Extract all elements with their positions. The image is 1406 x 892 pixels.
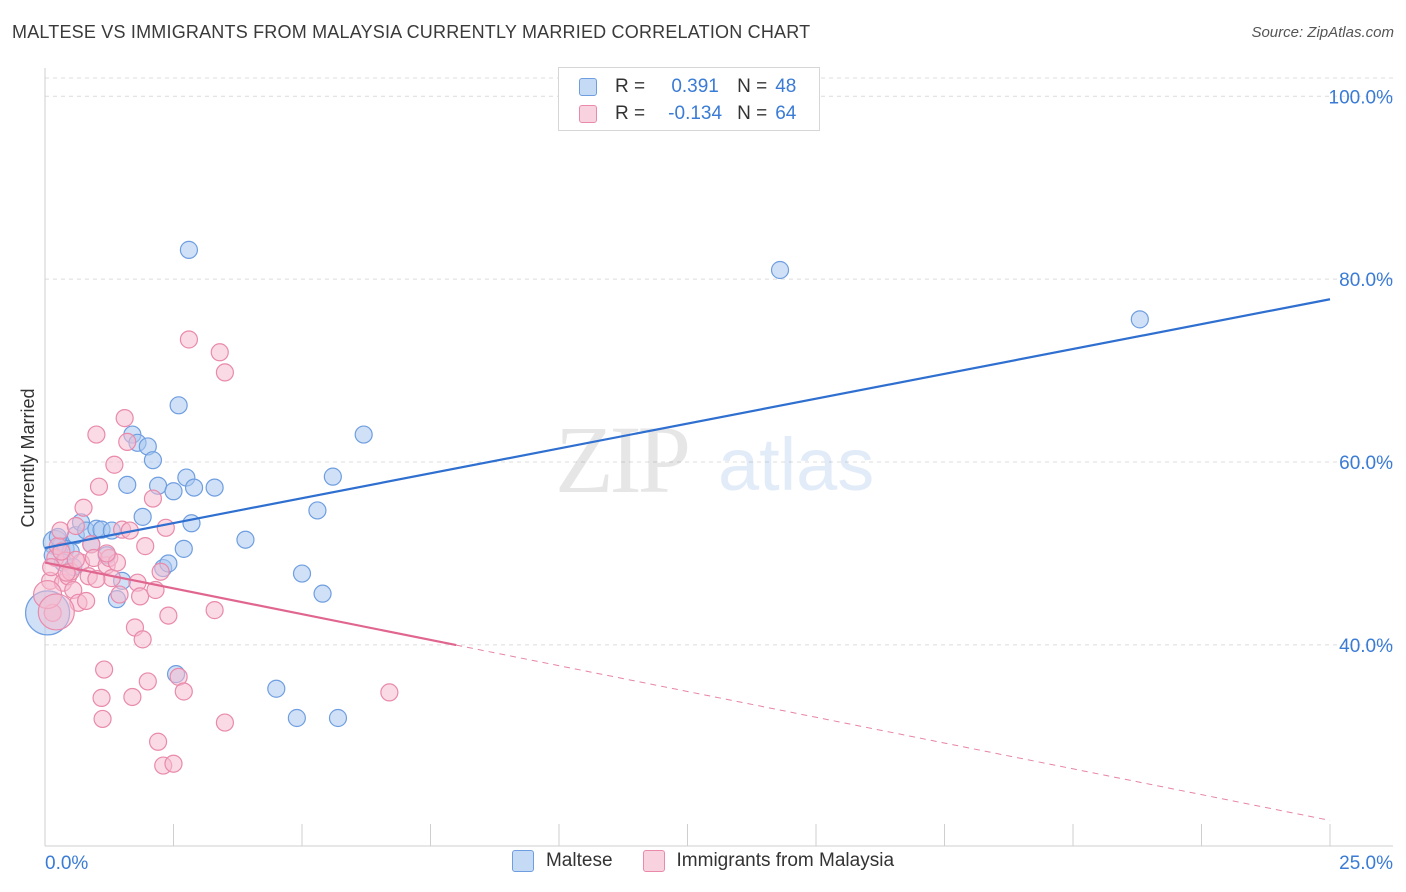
tick-labels: 40.0% 60.0% 80.0% 100.0% 0.0% 25.0%: [45, 87, 1393, 874]
y-axis-label: Currently Married: [18, 388, 38, 527]
legend-swatch-maltese: [511, 850, 534, 872]
malaysia-point: [95, 660, 114, 679]
malaysia-point: [66, 550, 85, 569]
y-tick-label: 40.0%: [1339, 636, 1393, 657]
source-label: Source: ZipAtlas.com: [1251, 24, 1394, 41]
maltese-point: [164, 482, 183, 501]
malaysia-point: [92, 688, 111, 707]
legend-r-label: R =: [615, 103, 646, 124]
legend-row-malaysia: R = -0.134 N = 64: [579, 101, 796, 127]
maltese-point: [184, 478, 204, 497]
legend-swatch-malaysia: [579, 105, 597, 123]
maltese-point: [236, 530, 255, 549]
maltese-point: [313, 584, 332, 603]
malaysia-point: [380, 683, 399, 702]
malaysia-point: [215, 713, 234, 732]
malaysia-point: [138, 672, 157, 691]
maltese-point: [292, 564, 312, 583]
malaysia-point: [89, 477, 109, 496]
legend-n-value: 48: [775, 76, 797, 97]
maltese-point: [1130, 310, 1149, 329]
malaysia-point: [156, 518, 175, 537]
malaysia-point: [110, 585, 129, 604]
malaysia-point: [143, 489, 163, 508]
maltese-point: [328, 708, 348, 728]
malaysia-point: [148, 732, 168, 751]
axes: [44, 68, 1393, 847]
malaysia-point: [151, 562, 170, 581]
malaysia-trend-line-extension: [456, 644, 1331, 821]
correlation-legend: R = 0.391 N = 48 R = -0.134 N = 64: [558, 67, 820, 131]
legend-label-malaysia: Immigrants from Malaysia: [676, 850, 895, 871]
malaysia-point: [93, 709, 112, 729]
malaysia-point: [115, 409, 134, 428]
y-tick-label: 80.0%: [1339, 270, 1393, 291]
legend-item-malaysia[interactable]: Immigrants from Malaysia: [642, 850, 895, 872]
legend-r-value: 0.391: [671, 76, 719, 97]
y-tick-label: 100.0%: [1329, 87, 1394, 108]
maltese-point: [169, 396, 188, 415]
watermark-zip: ZIP: [555, 406, 688, 513]
x-tick-label-end: 25.0%: [1339, 853, 1393, 874]
maltese-point: [770, 260, 790, 280]
legend-n-value: 64: [775, 103, 797, 124]
malaysia-point: [123, 687, 142, 707]
malaysia-point: [74, 498, 93, 517]
maltese-point: [267, 679, 286, 698]
malaysia-point: [159, 606, 178, 625]
trend-lines: [44, 298, 1331, 821]
series-legend: Maltese Immigrants from Malaysia: [0, 850, 1406, 872]
watermark: ZIP atlas: [555, 406, 874, 513]
malaysia-point: [87, 425, 106, 444]
legend-swatch-maltese: [579, 78, 597, 96]
malaysia-point: [37, 593, 75, 631]
maltese-point: [133, 507, 152, 526]
legend-n-label: N =: [737, 103, 768, 124]
chart-title: MALTESE VS IMMIGRANTS FROM MALAYSIA CURR…: [12, 22, 811, 42]
maltese-point: [287, 708, 306, 728]
legend-n-label: N =: [737, 76, 768, 97]
malaysia-point: [210, 343, 229, 362]
x-tick-label-start: 0.0%: [45, 853, 88, 874]
malaysia-point: [205, 601, 224, 620]
maltese-point: [323, 467, 342, 486]
maltese-point: [118, 475, 137, 494]
malaysia-point: [215, 363, 234, 382]
legend-swatch-malaysia: [642, 850, 665, 872]
legend-r-value: -0.134: [668, 103, 723, 124]
malaysia-point: [105, 455, 124, 474]
maltese-point: [174, 539, 193, 558]
malaysia-point: [133, 630, 152, 649]
watermark-atlas: atlas: [718, 423, 874, 506]
maltese-point: [205, 478, 224, 497]
legend-r-label: R =: [615, 76, 646, 97]
legend-item-maltese[interactable]: Maltese: [511, 850, 613, 872]
malaysia-point: [97, 544, 116, 563]
maltese-point: [179, 240, 199, 259]
maltese-point: [182, 514, 201, 533]
data-points: [24, 240, 1149, 775]
malaysia-point: [118, 432, 137, 451]
legend-row-maltese: R = 0.391 N = 48: [579, 74, 796, 100]
malaysia-point: [52, 542, 71, 561]
maltese-trend-line: [44, 298, 1331, 550]
maltese-point: [354, 425, 373, 444]
malaysia-trend-line: [44, 561, 457, 647]
malaysia-point: [130, 587, 150, 606]
malaysia-point: [66, 516, 85, 536]
malaysia-point: [164, 754, 183, 773]
legend-label-maltese: Maltese: [545, 850, 613, 871]
y-tick-label: 60.0%: [1339, 453, 1393, 474]
maltese-point: [143, 451, 163, 470]
malaysia-point: [51, 521, 70, 540]
malaysia-point: [174, 682, 193, 701]
gridlines: [45, 77, 1393, 646]
malaysia-point: [179, 330, 199, 349]
malaysia-point: [77, 591, 96, 611]
malaysia-point: [136, 537, 155, 556]
malaysia-point: [42, 558, 61, 577]
maltese-point: [308, 501, 327, 520]
